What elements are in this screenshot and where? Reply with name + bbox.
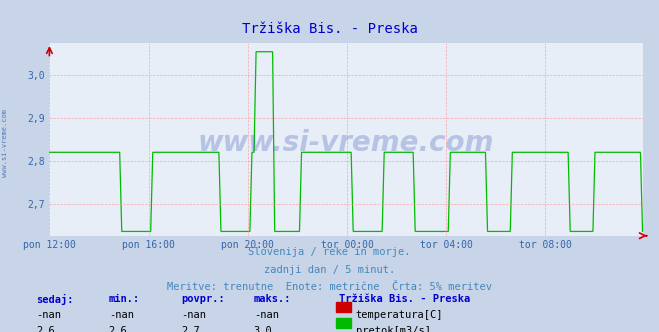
Text: Tržiška Bis. - Preska: Tržiška Bis. - Preska — [339, 294, 471, 304]
Text: min.:: min.: — [109, 294, 140, 304]
Text: zadnji dan / 5 minut.: zadnji dan / 5 minut. — [264, 265, 395, 275]
Text: -nan: -nan — [36, 310, 61, 320]
Text: 2,6: 2,6 — [109, 326, 127, 332]
Text: 3,0: 3,0 — [254, 326, 272, 332]
Text: maks.:: maks.: — [254, 294, 291, 304]
Text: pretok[m3/s]: pretok[m3/s] — [356, 326, 431, 332]
Text: povpr.:: povpr.: — [181, 294, 225, 304]
Text: 2,6: 2,6 — [36, 326, 55, 332]
Text: temperatura[C]: temperatura[C] — [356, 310, 444, 320]
Text: Slovenija / reke in morje.: Slovenija / reke in morje. — [248, 247, 411, 257]
Text: www.si-vreme.com: www.si-vreme.com — [198, 129, 494, 157]
Text: Tržiška Bis. - Preska: Tržiška Bis. - Preska — [242, 22, 417, 36]
Text: www.si-vreme.com: www.si-vreme.com — [2, 109, 9, 177]
Text: -nan: -nan — [181, 310, 206, 320]
Text: Meritve: trenutne  Enote: metrične  Črta: 5% meritev: Meritve: trenutne Enote: metrične Črta: … — [167, 282, 492, 292]
Text: 2,7: 2,7 — [181, 326, 200, 332]
Text: -nan: -nan — [109, 310, 134, 320]
Text: sedaj:: sedaj: — [36, 294, 74, 305]
Text: -nan: -nan — [254, 310, 279, 320]
